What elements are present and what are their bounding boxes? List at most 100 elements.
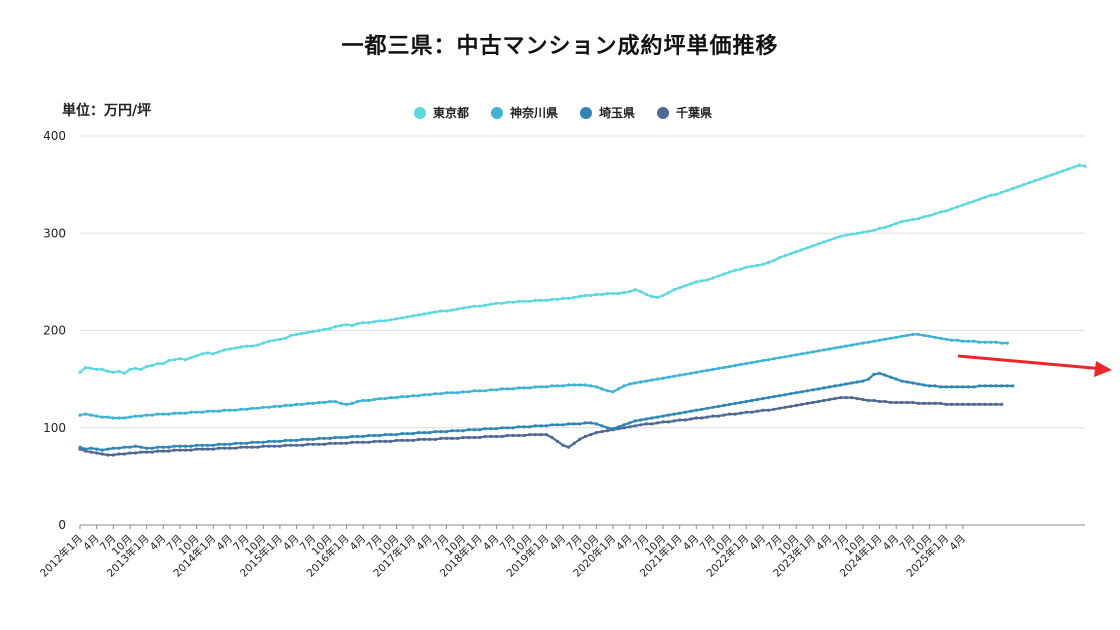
data-point-saitama xyxy=(517,425,521,429)
data-point-kanagawa xyxy=(977,340,982,344)
data-point-kanagawa xyxy=(961,339,965,343)
data-point-chiba xyxy=(122,452,126,456)
data-point-kanagawa xyxy=(322,400,326,405)
data-point-chiba xyxy=(572,441,576,445)
data-point-kanagawa xyxy=(444,391,449,395)
data-point-saitama xyxy=(156,445,160,449)
data-point-kanagawa xyxy=(133,414,138,418)
data-point-kanagawa xyxy=(894,335,898,339)
data-point-kanagawa xyxy=(333,399,337,404)
data-point-tokyo xyxy=(794,250,798,254)
data-point-tokyo xyxy=(389,318,393,322)
data-point-kanagawa xyxy=(233,408,238,412)
data-point-tokyo xyxy=(200,352,204,356)
data-point-chiba xyxy=(111,453,115,457)
data-point-kanagawa xyxy=(722,365,726,370)
data-point-saitama xyxy=(450,429,454,433)
data-point-kanagawa xyxy=(206,409,210,413)
data-point-chiba xyxy=(272,444,276,448)
data-point-chiba xyxy=(755,409,760,413)
data-point-chiba xyxy=(183,448,188,452)
data-point-tokyo xyxy=(422,312,426,316)
data-point-saitama xyxy=(278,439,282,443)
data-point-chiba xyxy=(100,452,104,456)
data-point-chiba xyxy=(139,450,143,454)
data-point-chiba xyxy=(467,435,471,440)
data-point-chiba xyxy=(805,401,810,405)
data-point-saitama xyxy=(750,398,754,403)
data-point-saitama xyxy=(444,430,449,434)
data-point-tokyo xyxy=(544,298,549,302)
data-point-tokyo xyxy=(84,365,88,370)
data-point-tokyo xyxy=(889,223,893,228)
data-point-tokyo xyxy=(667,291,671,295)
data-point-kanagawa xyxy=(700,369,704,373)
data-point-saitama xyxy=(245,441,249,445)
data-point-kanagawa xyxy=(583,383,587,387)
data-point-tokyo xyxy=(739,267,743,271)
data-point-saitama xyxy=(966,385,971,389)
legend-item-tokyo[interactable]: 東京都 xyxy=(414,104,469,121)
data-point-tokyo xyxy=(250,344,254,348)
data-point-saitama xyxy=(311,437,315,441)
data-point-chiba xyxy=(839,396,843,400)
data-point-tokyo xyxy=(1016,185,1021,189)
data-point-chiba xyxy=(533,433,537,437)
data-point-kanagawa xyxy=(911,332,915,336)
data-point-kanagawa xyxy=(400,395,404,399)
data-point-saitama xyxy=(972,385,976,389)
data-point-kanagawa xyxy=(350,401,354,405)
data-point-chiba xyxy=(855,397,859,401)
data-point-tokyo xyxy=(467,305,471,309)
data-point-kanagawa xyxy=(866,340,871,344)
data-point-tokyo xyxy=(78,370,82,374)
data-point-tokyo xyxy=(628,290,632,294)
data-point-chiba xyxy=(378,439,382,443)
data-point-saitama xyxy=(922,383,926,387)
data-point-chiba xyxy=(128,451,132,455)
legend-item-chiba[interactable]: 千葉県 xyxy=(657,104,712,121)
data-point-kanagawa xyxy=(417,394,421,398)
legend-item-kanagawa[interactable]: 神奈川県 xyxy=(491,104,558,121)
legend-item-saitama[interactable]: 埼玉県 xyxy=(580,104,635,121)
data-point-chiba xyxy=(317,442,321,446)
data-point-tokyo xyxy=(1066,167,1070,171)
data-point-saitama xyxy=(939,385,943,389)
data-point-chiba xyxy=(339,441,343,445)
series-points-kanagawa xyxy=(78,332,1009,420)
series-line-tokyo[interactable] xyxy=(79,164,1086,375)
data-point-chiba xyxy=(428,437,432,441)
data-point-tokyo xyxy=(539,298,543,302)
data-point-kanagawa xyxy=(828,347,832,351)
data-point-chiba xyxy=(594,431,599,435)
data-point-kanagawa xyxy=(95,414,99,418)
data-point-saitama xyxy=(322,436,326,440)
data-point-tokyo xyxy=(1039,177,1043,181)
annotation xyxy=(957,354,1112,377)
series-line-kanagawa[interactable] xyxy=(79,333,1008,420)
data-point-saitama xyxy=(367,433,371,438)
data-point-kanagawa xyxy=(805,351,810,355)
data-point-saitama xyxy=(700,407,704,411)
data-point-kanagawa xyxy=(816,349,821,353)
data-point-saitama xyxy=(361,434,365,439)
legend-label-chiba: 千葉県 xyxy=(676,106,713,120)
data-point-tokyo xyxy=(766,260,771,264)
data-point-saitama xyxy=(927,384,932,388)
data-point-chiba xyxy=(472,435,476,440)
data-point-saitama xyxy=(422,431,426,435)
data-point-chiba xyxy=(306,442,310,446)
data-point-saitama xyxy=(794,391,798,395)
data-point-tokyo xyxy=(117,369,121,373)
data-point-chiba xyxy=(650,422,654,426)
data-point-chiba xyxy=(911,400,915,405)
legend-label-tokyo: 東京都 xyxy=(433,106,470,120)
data-point-chiba xyxy=(478,435,482,440)
data-point-saitama xyxy=(950,385,954,389)
data-point-tokyo xyxy=(150,363,154,368)
data-point-chiba xyxy=(716,414,721,418)
data-point-saitama xyxy=(344,435,349,440)
data-point-tokyo xyxy=(111,370,115,374)
series-points-chiba xyxy=(78,396,1004,457)
data-point-chiba xyxy=(417,437,421,441)
